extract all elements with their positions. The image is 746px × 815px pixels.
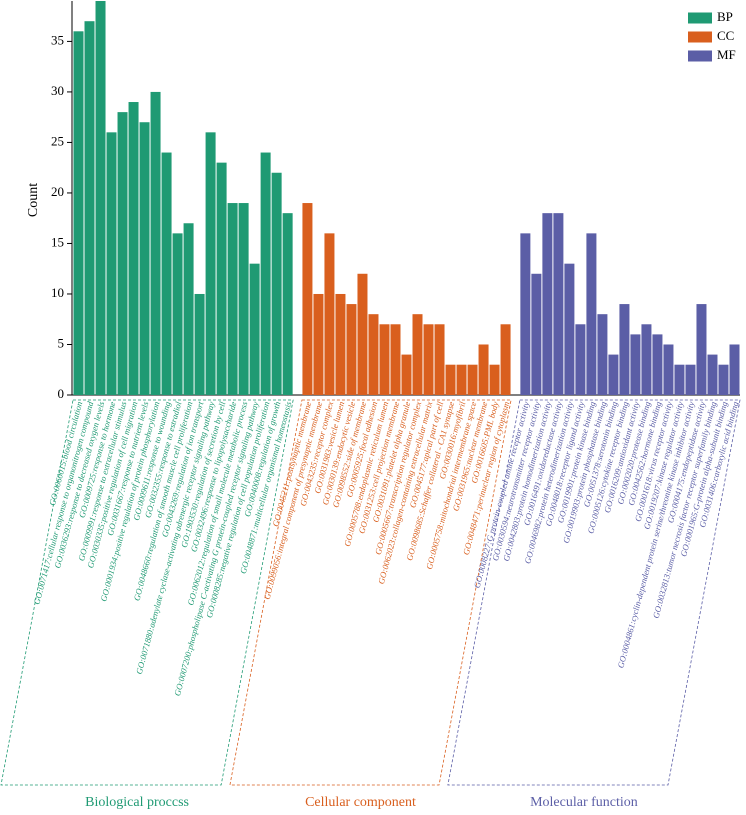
bar [597,314,608,395]
y-tick-label: 30 [51,83,64,98]
group-label: Cellular component [305,795,416,810]
y-tick-label: 0 [58,386,65,401]
y-tick-label: 5 [58,335,65,350]
y-tick-label: 15 [51,234,64,249]
bar [161,152,172,395]
group-outline [0,399,294,786]
bar [271,172,282,395]
bar [434,324,445,395]
bar [674,364,685,395]
bar [685,364,696,395]
bar [619,304,630,395]
bar [390,324,401,395]
bar [194,293,205,395]
bar [249,263,260,395]
bar [172,233,183,395]
legend-label: MF [717,47,736,62]
bar [456,364,467,395]
bar [718,364,729,395]
bar [553,213,564,395]
bar [302,203,313,395]
y-tick-label: 10 [51,285,64,300]
bar [531,273,542,395]
y-tick-label: 20 [51,184,64,199]
bar [95,1,106,395]
bar [586,233,597,395]
y-axis-title: Count [26,183,41,217]
legend-swatch [688,31,712,43]
bar [324,233,335,395]
bar [489,364,500,395]
bar [412,314,423,395]
legend-label: CC [717,28,734,43]
bar [423,324,434,395]
bar [696,304,707,395]
bar [128,102,139,396]
bar [282,213,293,395]
bar [227,203,238,395]
bar [630,334,641,395]
bar [663,344,674,395]
bar [238,203,249,395]
bar [575,324,586,395]
bar [150,91,161,395]
y-tick-label: 35 [51,32,64,47]
bar [641,324,652,395]
bar [401,354,412,395]
bar [216,162,227,395]
bar [106,132,117,396]
bar [368,314,379,395]
group-label: Molecular function [530,795,638,810]
bar [117,112,128,395]
bar [608,354,619,395]
legend-swatch [688,12,712,24]
group-outline [447,399,741,786]
bar [445,364,456,395]
bar [542,213,553,395]
legend-label: BP [717,9,733,24]
bar [729,344,740,395]
group-outline [229,399,512,786]
y-tick-label: 25 [51,133,64,148]
bar [357,273,368,395]
bar [652,334,663,395]
bar [183,223,194,395]
bar [520,233,531,395]
bar [467,364,478,395]
bar [73,31,84,396]
legend-swatch [688,50,712,62]
bar [84,21,95,395]
bar [564,263,575,395]
bar [335,293,346,395]
bar [205,132,216,396]
bar [139,122,150,395]
bar [707,354,718,395]
bar [313,293,324,395]
bar [478,344,489,395]
bar [346,304,357,395]
bar [500,324,511,395]
bar [379,324,390,395]
bar [260,152,271,395]
group-label: Biological proccss [85,795,189,810]
